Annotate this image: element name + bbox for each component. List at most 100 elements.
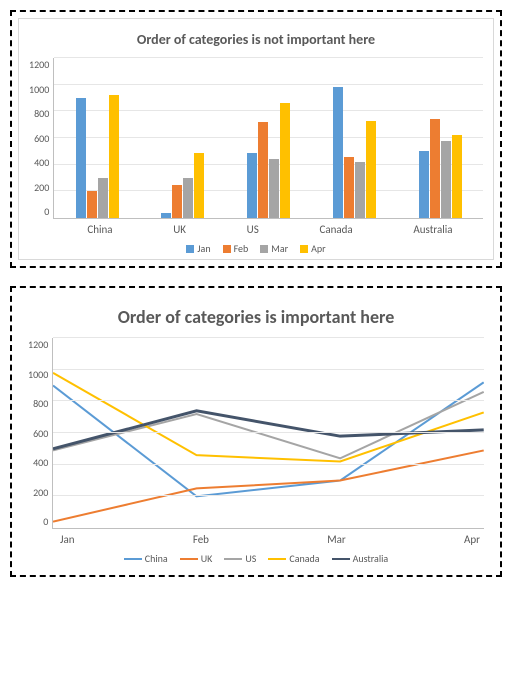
line-series [53, 450, 484, 521]
bar-plot-area [53, 58, 483, 219]
line-x-axis: Jan Feb Mar Apr [56, 533, 484, 546]
bar-chart-title: Order of categories is not important her… [29, 31, 483, 48]
legend-label: Mar [271, 242, 288, 255]
line-legend-item: UK [180, 552, 213, 565]
legend-label: Australia [353, 552, 389, 565]
line-legend-item: US [224, 552, 256, 565]
bar-x-label: China [87, 223, 112, 236]
legend-label: Apr [311, 242, 326, 255]
bar-legend-item: Mar [260, 242, 288, 255]
line-svg [53, 338, 484, 528]
line-x-label: Feb [193, 533, 209, 546]
line-legend-item: Australia [332, 552, 389, 565]
line-x-label: Apr [464, 533, 480, 546]
legend-label: Jan [197, 242, 210, 255]
line-plot-area [52, 338, 484, 529]
legend-label: UK [201, 552, 213, 565]
line-y-tick: 400 [33, 456, 48, 469]
line-gridline [53, 464, 484, 465]
line-series [53, 373, 484, 462]
bar-y-tick: 400 [34, 156, 49, 169]
bar-y-axis: 120010008006004002000 [29, 58, 53, 218]
bar [258, 122, 268, 218]
legend-line [224, 558, 242, 560]
line-legend: China UK US Canada Australia [28, 552, 484, 565]
bar-y-tick: 600 [34, 132, 49, 145]
bar-legend: Jan Feb Mar Apr [29, 242, 483, 255]
bar-legend-item: Jan [186, 242, 210, 255]
bar-group [333, 87, 376, 218]
bar-x-axis: China UK US Canada Australia [57, 223, 483, 236]
legend-label: US [245, 552, 256, 565]
bar [98, 178, 108, 218]
bar [76, 98, 86, 218]
bar [269, 159, 279, 218]
line-gridline [53, 432, 484, 433]
bar [366, 121, 376, 218]
bar [344, 157, 354, 218]
legend-line [268, 558, 286, 560]
bar [430, 119, 440, 218]
bar [161, 213, 171, 218]
bar-group [419, 119, 462, 218]
legend-swatch [300, 245, 308, 253]
bar [452, 135, 462, 218]
bar [333, 87, 343, 218]
bar [183, 178, 193, 218]
bar-group [161, 153, 204, 218]
line-x-label: Jan [60, 533, 75, 546]
line-y-axis: 1200 1000 800 600 400 200 0 [28, 338, 52, 528]
bar-x-label: Canada [319, 223, 352, 236]
legend-swatch [186, 245, 194, 253]
line-legend-item: Canada [268, 552, 319, 565]
line-gridline [53, 400, 484, 401]
line-y-tick: 0 [43, 515, 48, 528]
line-y-tick: 1200 [28, 338, 48, 351]
bar-chart-panel: Order of categories is not important her… [10, 10, 502, 268]
bar [355, 162, 365, 218]
bar-group [247, 103, 290, 218]
line-y-tick: 600 [33, 427, 48, 440]
bar-legend-item: Feb [223, 242, 249, 255]
line-gridline [53, 369, 484, 370]
line-plot-wrap: 1200 1000 800 600 400 200 0 [28, 338, 484, 529]
line-y-tick: 800 [33, 397, 48, 410]
legend-line [180, 558, 198, 560]
line-series [53, 411, 484, 449]
bar-y-tick: 1200 [29, 58, 49, 71]
bar-plot-wrap: 120010008006004002000 [29, 58, 483, 219]
line-y-tick: 200 [33, 486, 48, 499]
bar-y-tick: 200 [34, 181, 49, 194]
bar [172, 185, 182, 218]
legend-swatch [223, 245, 231, 253]
bar [441, 141, 451, 218]
bar-x-label: Australia [413, 223, 452, 236]
legend-line [332, 558, 350, 560]
bar-x-label: US [247, 223, 259, 236]
bar-y-tick: 800 [34, 107, 49, 120]
line-series [53, 392, 484, 459]
legend-label: Canada [289, 552, 319, 565]
bar [109, 95, 119, 218]
bar-x-label: UK [173, 223, 186, 236]
bar [419, 151, 429, 218]
line-gridline [53, 337, 484, 338]
bar-legend-item: Apr [300, 242, 326, 255]
line-gridline [53, 495, 484, 496]
legend-line [124, 558, 142, 560]
bar [87, 191, 97, 218]
line-legend-item: China [124, 552, 168, 565]
bar-y-tick: 1000 [29, 83, 49, 96]
bar [280, 103, 290, 218]
line-chart-panel: Order of categories is important here 12… [10, 286, 502, 577]
bar-groups [54, 58, 483, 218]
bar-chart: Order of categories is not important her… [18, 18, 494, 260]
line-x-label: Mar [327, 533, 346, 546]
legend-label: Feb [234, 242, 249, 255]
bar-group [76, 95, 119, 218]
line-chart-title: Order of categories is important here [28, 306, 484, 328]
line-y-tick: 1000 [28, 368, 48, 381]
line-chart: Order of categories is important here 12… [18, 294, 494, 569]
legend-label: China [145, 552, 168, 565]
bar [194, 153, 204, 218]
